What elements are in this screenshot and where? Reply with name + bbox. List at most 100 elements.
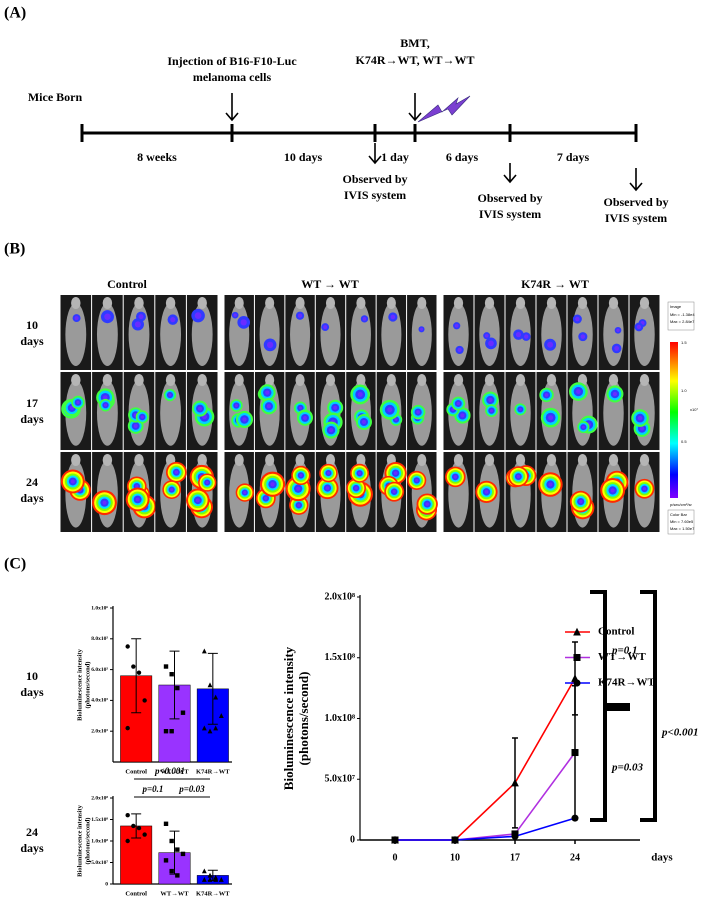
signal-blob	[333, 405, 338, 410]
mouse-head	[356, 454, 366, 466]
signal-blob	[195, 498, 200, 503]
mouse-head	[484, 454, 495, 466]
significance-label: p<0.001	[154, 766, 185, 776]
signal-blob	[297, 503, 301, 507]
mouse-head	[417, 374, 427, 386]
arrows	[225, 93, 643, 192]
mouse-head	[577, 297, 588, 309]
signal-blob	[548, 415, 554, 421]
signal-blob	[328, 427, 334, 433]
data-point	[169, 868, 174, 874]
y-axis-label: Bioluminescence intensity	[76, 804, 83, 876]
mouse-body	[603, 303, 624, 366]
data-point	[571, 814, 579, 822]
signal-blob	[575, 316, 580, 322]
data-point	[136, 670, 142, 675]
x-tick-label: K74R→WT	[196, 890, 230, 897]
y-tick-label: 5.0x10⁷	[325, 774, 356, 785]
significance-label: p=0.1	[142, 784, 164, 794]
signal-blob	[135, 497, 140, 502]
mouse-head	[453, 374, 464, 386]
signal-blob	[104, 313, 111, 320]
mouse-head	[134, 454, 144, 466]
mouse-head	[577, 454, 588, 466]
y-axis-label: (photons/second)	[84, 662, 91, 709]
data-point	[218, 877, 224, 882]
series-line	[395, 678, 576, 841]
colorbar-text: 0.5	[681, 439, 687, 444]
signal-blob	[170, 317, 176, 323]
mouse-head	[265, 374, 275, 386]
signal-blob	[325, 486, 330, 490]
signal-blob	[133, 424, 138, 428]
signal-blob	[636, 324, 642, 330]
data-point	[213, 877, 219, 882]
signal-blob	[138, 314, 144, 320]
x-tick-label: 24	[570, 852, 580, 863]
signal-blob	[614, 346, 620, 351]
signal-blob	[354, 486, 358, 490]
mouse-body	[259, 303, 280, 366]
mouse-head	[197, 374, 207, 386]
data-point	[207, 682, 213, 688]
mouse-head	[325, 454, 336, 466]
significance-label: p=0.03	[178, 784, 205, 794]
timeline-label: Injection of B16-F10-Luc	[167, 54, 297, 68]
x-tick-label: WT→WT	[160, 768, 189, 775]
data-point	[451, 836, 459, 844]
mouse-body	[448, 303, 469, 366]
legend-marker	[573, 654, 581, 661]
mouse-head	[102, 374, 113, 386]
data-point	[169, 838, 174, 844]
mouse-head	[546, 297, 557, 309]
error-bar	[169, 650, 180, 720]
mouse-head	[515, 297, 526, 309]
data-point	[136, 825, 142, 831]
x-tick-label: 10	[450, 852, 460, 863]
mouse-head	[295, 454, 305, 466]
signal-blob	[266, 341, 274, 349]
row-label: 17	[26, 396, 38, 410]
data-point	[175, 685, 180, 691]
signal-blob	[69, 405, 74, 410]
data-point	[511, 832, 519, 840]
y-tick-label: 1.5x10⁸	[325, 652, 356, 663]
colorbar-text: Min = 7.60e5	[670, 519, 694, 524]
mouse-head	[165, 374, 176, 386]
x-tick-label: Control	[125, 768, 147, 775]
x-axis-label: days	[651, 852, 673, 864]
colorbar-text: 1.0	[681, 388, 687, 393]
signal-blob	[642, 487, 647, 491]
signal-blob	[233, 313, 237, 317]
y-tick-label: 1.0x10⁶	[91, 605, 108, 611]
y-tick-label: 8.0x10⁵	[91, 636, 108, 642]
mouse-head	[546, 454, 557, 466]
signal-blob	[357, 391, 363, 397]
observation-label: IVIS system	[344, 188, 406, 202]
data-point	[201, 877, 207, 882]
data-point	[125, 838, 130, 844]
x-tick-label: 17	[510, 852, 520, 863]
data-point	[125, 813, 130, 818]
signal-blob	[135, 484, 139, 488]
data-point	[169, 729, 174, 734]
mouse-head	[386, 297, 396, 309]
significance-label: p=0.03	[611, 762, 644, 774]
signal-blob	[420, 327, 424, 331]
signal-blob	[616, 328, 620, 332]
signal-blob	[270, 482, 275, 487]
signal-blob	[242, 417, 247, 422]
signal-blob	[303, 415, 307, 420]
signal-blob	[387, 407, 393, 413]
mouse-head	[134, 297, 144, 309]
x-tick-label: K74R→WT	[196, 768, 230, 775]
color-bar: Image Min = -1.38e4 Max = 2.84e7 1.5 1.0…	[667, 301, 698, 535]
mouse-head	[102, 454, 113, 466]
signal-blob	[362, 317, 367, 321]
timeline-label: Mice Born	[28, 90, 83, 104]
mouse-head	[386, 374, 396, 386]
bracket	[640, 590, 657, 822]
signal-blob	[197, 406, 202, 411]
signal-blob	[547, 341, 554, 348]
